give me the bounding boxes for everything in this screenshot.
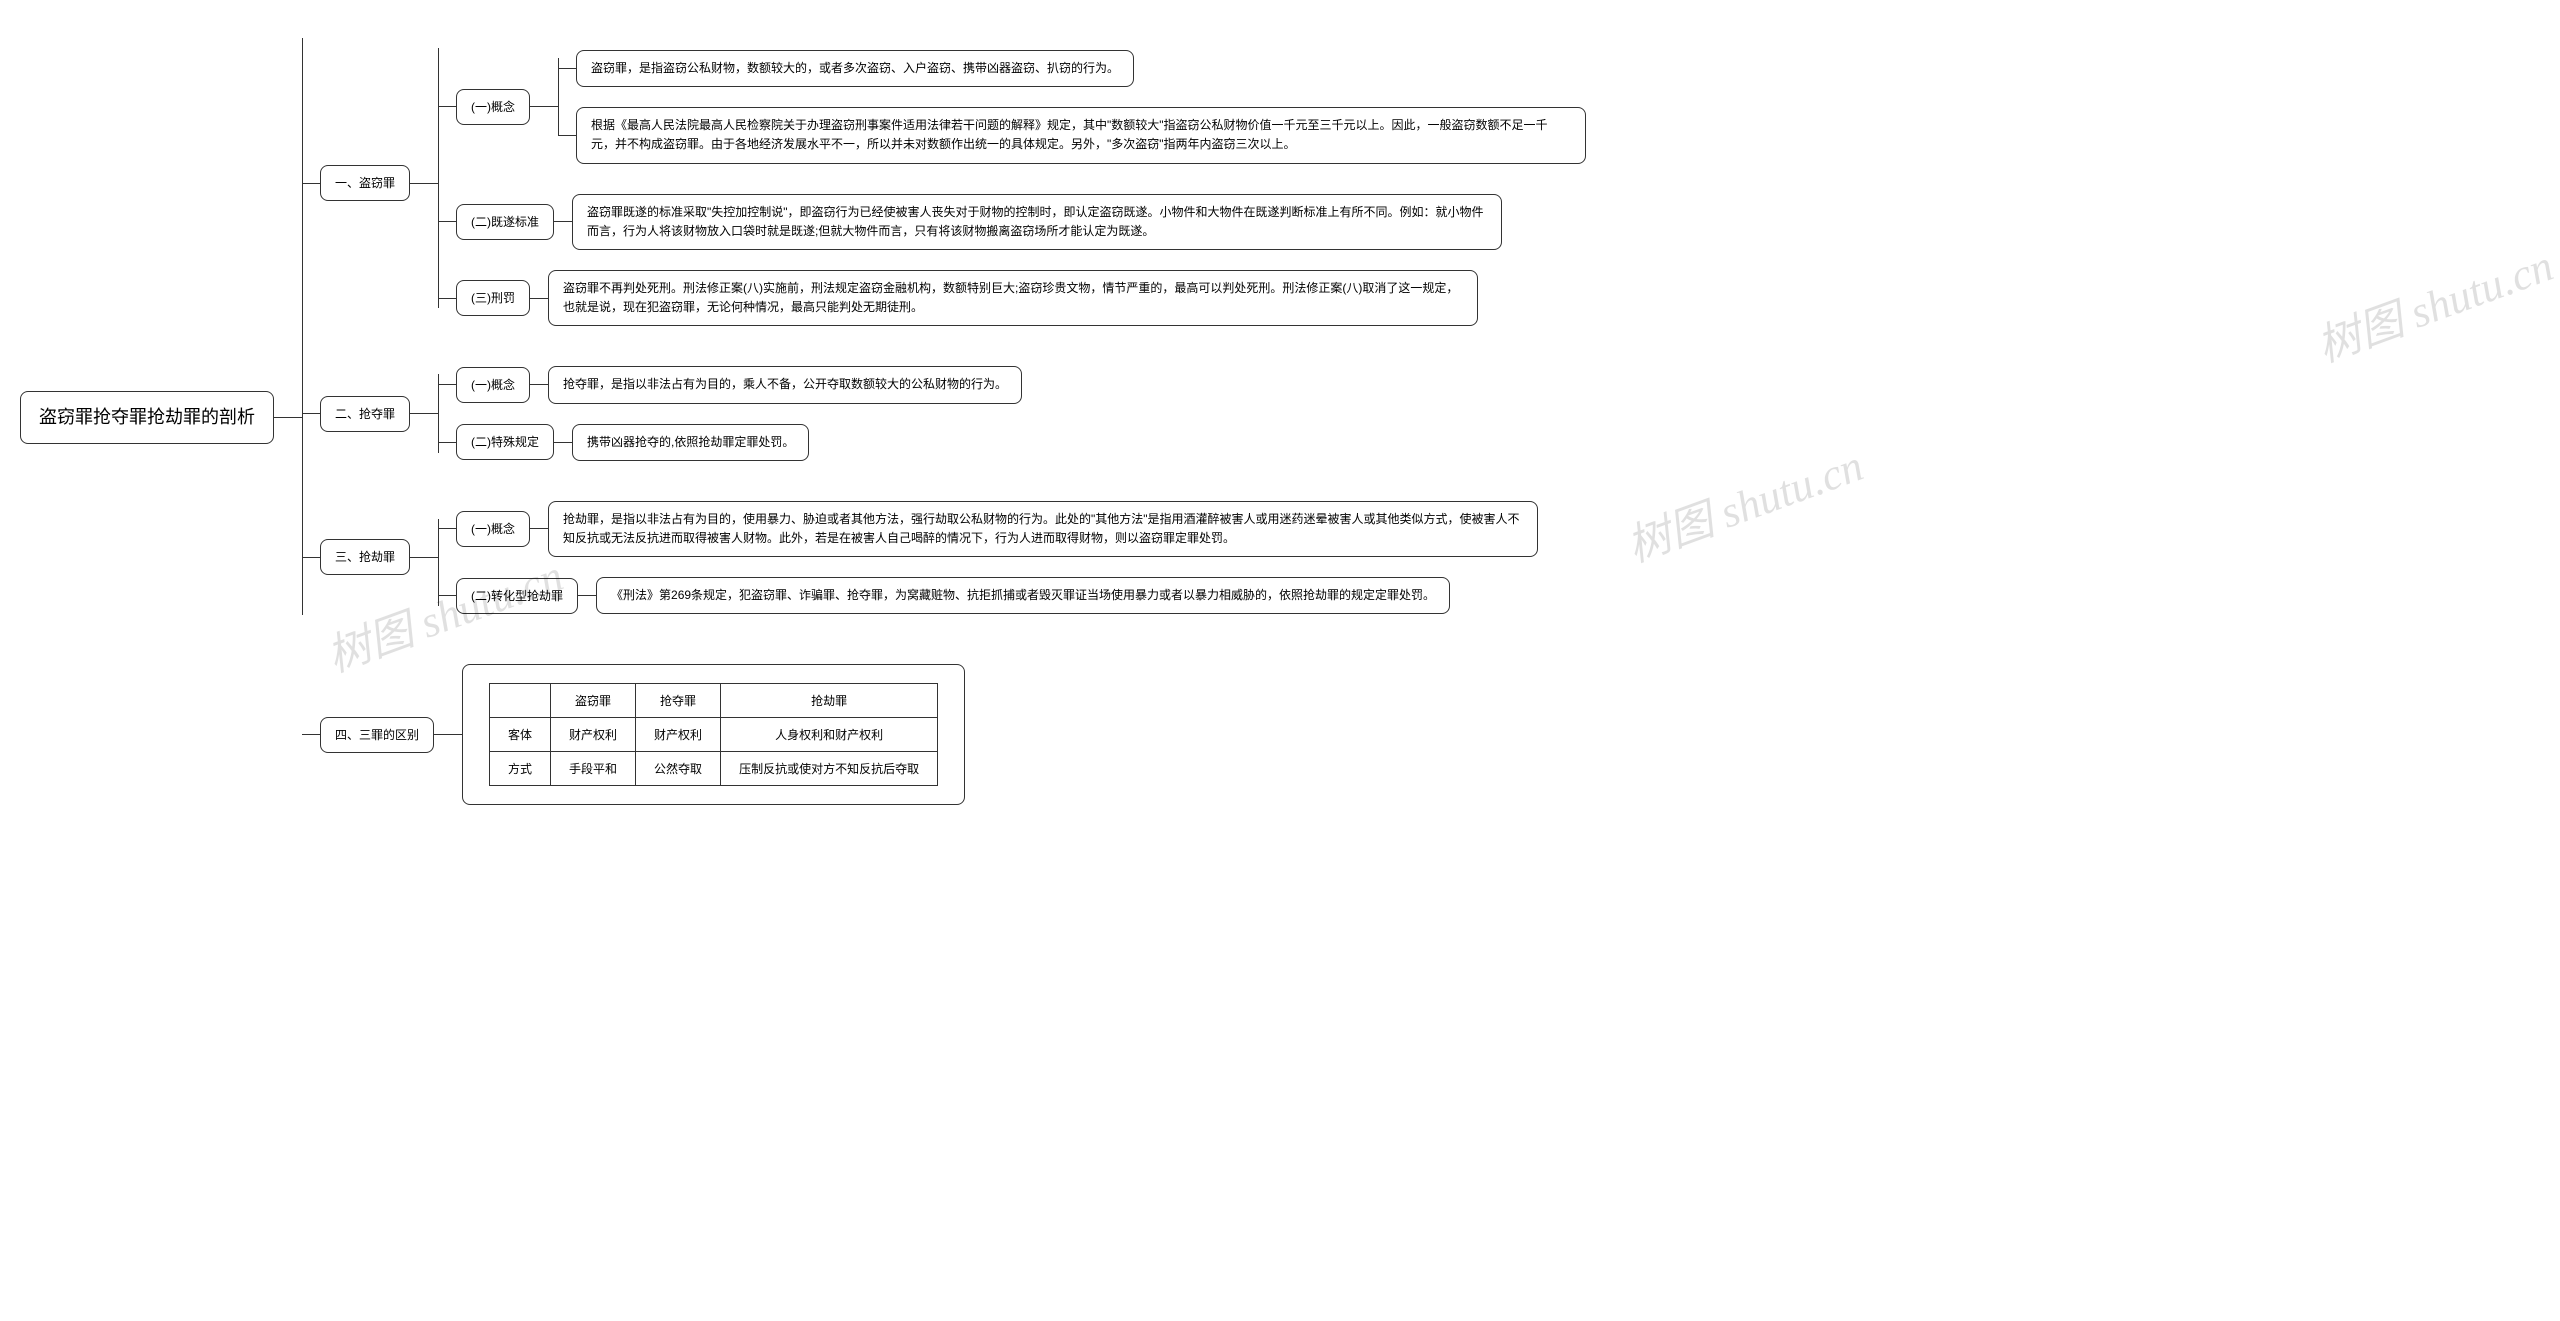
branch-snatch: 二、抢夺罪 (一)概念 抢夺罪，是指以非法占有为目的，乘人不备，公开夺取数额较大… xyxy=(302,356,1586,470)
connector xyxy=(410,183,438,184)
leaf-robbery-transform[interactable]: 《刑法》第269条规定，犯盗窃罪、诈骗罪、抢夺罪，为窝藏赃物、抗拒抓捕或者毁灭罪… xyxy=(596,577,1450,614)
table-cell xyxy=(490,684,551,718)
level1-children: 一、盗窃罪 (一)概念 盗窃罪，是指盗窃公私财物，数额较大的，或者多次盗窃、入户… xyxy=(302,20,1586,815)
connector xyxy=(410,557,438,558)
connector xyxy=(410,413,438,414)
table-cell: 抢夺罪 xyxy=(636,684,721,718)
connector xyxy=(438,595,456,596)
node-theft-penalty[interactable]: (三)刑罚 xyxy=(456,280,530,316)
connector xyxy=(438,384,456,385)
connector xyxy=(438,442,456,443)
root-node[interactable]: 盗窃罪抢夺罪抢劫罪的剖析 xyxy=(20,391,274,444)
node-theft[interactable]: 一、盗窃罪 xyxy=(320,165,410,201)
table-cell: 盗窃罪 xyxy=(551,684,636,718)
connector xyxy=(302,734,320,735)
theft-concept-leaves: 盗窃罪，是指盗窃公私财物，数额较大的，或者多次盗窃、入户盗窃、携带凶器盗窃、扒窃… xyxy=(558,40,1586,174)
theft-children: (一)概念 盗窃罪，是指盗窃公私财物，数额较大的，或者多次盗窃、入户盗窃、携带凶… xyxy=(438,30,1586,336)
node-robbery-concept[interactable]: (一)概念 xyxy=(456,511,530,547)
robbery-concept-row: (一)概念 抢劫罪，是指以非法占有为目的，使用暴力、胁迫或者其他方法，强行劫取公… xyxy=(438,501,1538,557)
node-theft-completion[interactable]: (二)既遂标准 xyxy=(456,204,554,240)
leaf-theft-completion[interactable]: 盗窃罪既遂的标准采取"失控加控制说"，即盗窃行为已经使被害人丧失对于财物的控制时… xyxy=(572,194,1502,250)
connector xyxy=(434,734,462,735)
connector xyxy=(438,221,456,222)
connector xyxy=(438,528,456,529)
table-cell: 压制反抗或使对方不知反抗后夺取 xyxy=(721,752,938,786)
leaf-row: 根据《最高人民法院最高人民检察院关于办理盗窃刑事案件适用法律若干问题的解释》规定… xyxy=(558,107,1586,163)
node-robbery[interactable]: 三、抢劫罪 xyxy=(320,539,410,575)
connector xyxy=(554,221,572,222)
table-row: 盗窃罪 抢夺罪 抢劫罪 xyxy=(490,684,938,718)
table-cell: 财产权利 xyxy=(636,718,721,752)
connector xyxy=(554,442,572,443)
node-robbery-transform[interactable]: (二)转化型抢劫罪 xyxy=(456,578,578,614)
branch-robbery: 三、抢劫罪 (一)概念 抢劫罪，是指以非法占有为目的，使用暴力、胁迫或者其他方法… xyxy=(302,491,1586,625)
connector xyxy=(578,595,596,596)
snatch-concept-row: (一)概念 抢夺罪，是指以非法占有为目的，乘人不备，公开夺取数额较大的公私财物的… xyxy=(438,366,1022,403)
leaf-theft-interpretation[interactable]: 根据《最高人民法院最高人民检察院关于办理盗窃刑事案件适用法律若干问题的解释》规定… xyxy=(576,107,1586,163)
table-cell: 人身权利和财产权利 xyxy=(721,718,938,752)
table-cell: 手段平和 xyxy=(551,752,636,786)
connector xyxy=(530,298,548,299)
snatch-special-row: (二)特殊规定 携带凶器抢夺的,依照抢劫罪定罪处罚。 xyxy=(438,424,1022,461)
leaf-theft-def[interactable]: 盗窃罪，是指盗窃公私财物，数额较大的，或者多次盗窃、入户盗窃、携带凶器盗窃、扒窃… xyxy=(576,50,1134,87)
connector xyxy=(530,384,548,385)
connector xyxy=(438,106,456,107)
theft-concept-row: (一)概念 盗窃罪，是指盗窃公私财物，数额较大的，或者多次盗窃、入户盗窃、携带凶… xyxy=(438,40,1586,174)
table-cell: 抢劫罪 xyxy=(721,684,938,718)
table-row: 方式 手段平和 公然夺取 压制反抗或使对方不知反抗后夺取 xyxy=(490,752,938,786)
table-cell: 财产权利 xyxy=(551,718,636,752)
mindmap-root-container: 盗窃罪抢夺罪抢劫罪的剖析 一、盗窃罪 (一)概念 xyxy=(20,20,2540,815)
leaf-snatch-special[interactable]: 携带凶器抢夺的,依照抢劫罪定罪处罚。 xyxy=(572,424,809,461)
connector xyxy=(558,68,576,69)
theft-completion-row: (二)既遂标准 盗窃罪既遂的标准采取"失控加控制说"，即盗窃行为已经使被害人丧失… xyxy=(438,194,1586,250)
robbery-children: (一)概念 抢劫罪，是指以非法占有为目的，使用暴力、胁迫或者其他方法，强行劫取公… xyxy=(438,491,1538,625)
leaf-theft-penalty[interactable]: 盗窃罪不再判处死刑。刑法修正案(八)实施前，刑法规定盗窃金融机构，数额特别巨大;… xyxy=(548,270,1478,326)
table-cell: 公然夺取 xyxy=(636,752,721,786)
node-theft-concept[interactable]: (一)概念 xyxy=(456,89,530,125)
connector xyxy=(302,413,320,414)
branch-theft: 一、盗窃罪 (一)概念 盗窃罪，是指盗窃公私财物，数额较大的，或者多次盗窃、入户… xyxy=(302,30,1586,336)
snatch-children: (一)概念 抢夺罪，是指以非法占有为目的，乘人不备，公开夺取数额较大的公私财物的… xyxy=(438,356,1022,470)
table-cell: 客体 xyxy=(490,718,551,752)
connector xyxy=(530,528,548,529)
connector xyxy=(302,557,320,558)
connector xyxy=(438,298,456,299)
connector xyxy=(274,417,302,418)
connector xyxy=(558,135,576,136)
comparison-table-box: 盗窃罪 抢夺罪 抢劫罪 客体 财产权利 财产权利 人身权利和财产权利 方式 手段… xyxy=(462,664,965,805)
connector xyxy=(530,106,558,107)
node-snatch-concept[interactable]: (一)概念 xyxy=(456,367,530,403)
leaf-robbery-def[interactable]: 抢劫罪，是指以非法占有为目的，使用暴力、胁迫或者其他方法，强行劫取公私财物的行为… xyxy=(548,501,1538,557)
node-diff[interactable]: 四、三罪的区别 xyxy=(320,717,434,753)
leaf-row: 盗窃罪，是指盗窃公私财物，数额较大的，或者多次盗窃、入户盗窃、携带凶器盗窃、扒窃… xyxy=(558,50,1586,87)
theft-penalty-row: (三)刑罚 盗窃罪不再判处死刑。刑法修正案(八)实施前，刑法规定盗窃金融机构，数… xyxy=(438,270,1586,326)
leaf-snatch-def[interactable]: 抢夺罪，是指以非法占有为目的，乘人不备，公开夺取数额较大的公私财物的行为。 xyxy=(548,366,1022,403)
node-snatch[interactable]: 二、抢夺罪 xyxy=(320,396,410,432)
connector xyxy=(302,183,320,184)
table-cell: 方式 xyxy=(490,752,551,786)
robbery-transform-row: (二)转化型抢劫罪 《刑法》第269条规定，犯盗窃罪、诈骗罪、抢夺罪，为窝藏赃物… xyxy=(438,577,1538,614)
node-snatch-special[interactable]: (二)特殊规定 xyxy=(456,424,554,460)
branch-diff: 四、三罪的区别 盗窃罪 抢夺罪 抢劫罪 客体 财产权利 财产权利 人身权利和财产… xyxy=(302,664,1586,805)
table-row: 客体 财产权利 财产权利 人身权利和财产权利 xyxy=(490,718,938,752)
comparison-table: 盗窃罪 抢夺罪 抢劫罪 客体 财产权利 财产权利 人身权利和财产权利 方式 手段… xyxy=(489,683,938,786)
